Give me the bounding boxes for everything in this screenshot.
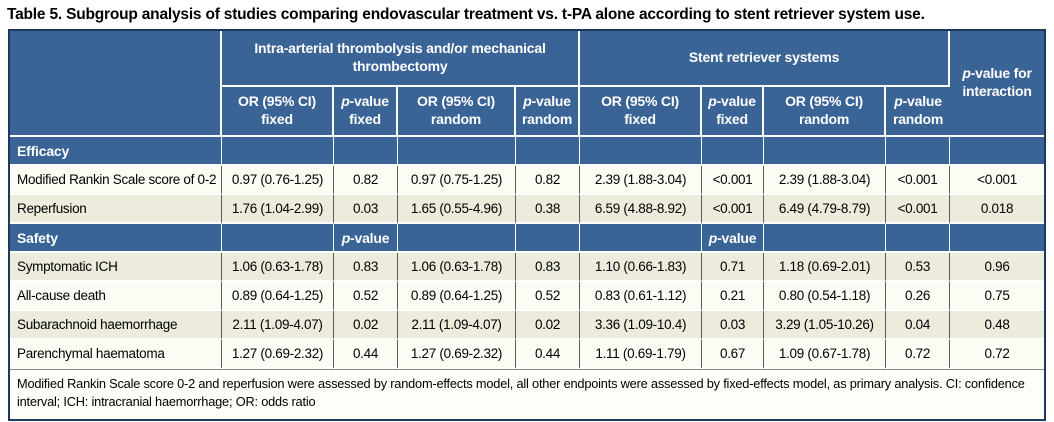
value-cell: 1.65 (0.55-4.96) — [398, 195, 516, 224]
subcol-pvalue-random-sr: p-value random — [886, 87, 951, 137]
subcol-or-fixed-ia: OR (95% CI) fixed — [222, 87, 334, 137]
group-header-intraarterial: Intra-arterial thrombolysis and/or mecha… — [222, 31, 581, 87]
value-cell: 0.83 — [516, 253, 581, 282]
row-label: Subarachnoid haemorrhage — [10, 311, 222, 340]
value-cell: 6.49 (4.79-8.79) — [764, 195, 887, 224]
value-cell: 0.97 (0.75-1.25) — [398, 166, 516, 195]
value-cell: 0.04 — [886, 311, 951, 340]
value-cell: 0.82 — [516, 166, 581, 195]
table-row-symptomatic-ich: Symptomatic ICH 1.06 (0.63-1.78) 0.83 1.… — [10, 253, 1045, 282]
value-cell: 1.09 (0.67-1.78) — [764, 340, 887, 369]
value-cell: 0.26 — [886, 282, 951, 311]
value-cell: 0.83 (0.61-1.12) — [580, 282, 703, 311]
table-footnote: Modified Rankin Scale score 0-2 and repe… — [10, 369, 1045, 420]
interaction-pvalue-header: p-value for interaction — [950, 31, 1045, 137]
subcol-or-random-ia: OR (95% CI) random — [398, 87, 516, 137]
value-cell: 0.97 (0.76-1.25) — [222, 166, 334, 195]
value-cell: 0.75 — [950, 282, 1045, 311]
value-cell: 3.36 (1.09-10.4) — [580, 311, 703, 340]
value-cell: 0.52 — [334, 282, 398, 311]
row-label: All-cause death — [10, 282, 222, 311]
value-cell: 1.10 (0.66-1.83) — [580, 253, 703, 282]
subcolumn-header-row: OR (95% CI) fixed p-value fixed OR (95% … — [10, 87, 1044, 137]
value-cell: 0.38 — [516, 195, 581, 224]
value-cell: 0.03 — [702, 311, 765, 340]
value-cell: 1.27 (0.69-2.32) — [222, 340, 334, 369]
value-cell: 0.72 — [886, 340, 951, 369]
value-cell: 2.39 (1.88-3.04) — [764, 166, 887, 195]
value-cell: <0.001 — [702, 166, 765, 195]
value-cell: 0.44 — [516, 340, 581, 369]
value-cell: 0.80 (0.54-1.18) — [764, 282, 887, 311]
value-cell: 2.11 (1.09-4.07) — [398, 311, 516, 340]
value-cell: 0.52 — [516, 282, 581, 311]
section-label: Safety — [10, 224, 222, 253]
row-label: Modified Rankin Scale score of 0-2 — [10, 166, 222, 195]
value-cell: 0.89 (0.64-1.25) — [398, 282, 516, 311]
table-row-mrs: Modified Rankin Scale score of 0-2 0.97 … — [10, 166, 1045, 195]
safety-pvalue-label: p-value — [702, 224, 765, 253]
italic-p: p — [962, 65, 971, 82]
table-row-all-cause-death: All-cause death 0.89 (0.64-1.25) 0.52 0.… — [10, 282, 1045, 311]
row-label: Reperfusion — [10, 195, 222, 224]
value-cell: 0.72 — [950, 340, 1045, 369]
value-cell: 6.59 (4.88-8.92) — [580, 195, 703, 224]
group-header-row: Intra-arterial thrombolysis and/or mecha… — [10, 31, 1045, 137]
value-cell: 3.29 (1.05-10.26) — [764, 311, 887, 340]
table-outer-border: Intra-arterial thrombolysis and/or mecha… — [8, 29, 1046, 422]
value-cell: 1.76 (1.04-2.99) — [222, 195, 334, 224]
value-cell: 0.44 — [334, 340, 398, 369]
subcol-pvalue-random-ia: p-value random — [516, 87, 581, 137]
table-row-subarachnoid: Subarachnoid haemorrhage 2.11 (1.09-4.07… — [10, 311, 1045, 340]
value-cell: 0.83 — [334, 253, 398, 282]
value-cell: 0.02 — [516, 311, 581, 340]
value-cell: 0.89 (0.64-1.25) — [222, 282, 334, 311]
value-cell: <0.001 — [950, 166, 1045, 195]
value-cell: 0.21 — [702, 282, 765, 311]
table-row-parenchymal: Parenchymal haematoma 1.27 (0.69-2.32) 0… — [10, 340, 1045, 369]
value-cell: 2.11 (1.09-4.07) — [222, 311, 334, 340]
row-label: Parenchymal haematoma — [10, 340, 222, 369]
value-cell: 1.27 (0.69-2.32) — [398, 340, 516, 369]
value-cell: 1.11 (0.69-1.79) — [580, 340, 703, 369]
value-cell: 0.018 — [950, 195, 1045, 224]
value-cell: 0.71 — [702, 253, 765, 282]
value-cell: 0.03 — [334, 195, 398, 224]
value-cell: 0.96 — [950, 253, 1045, 282]
value-cell: <0.001 — [886, 166, 951, 195]
value-cell: 0.48 — [950, 311, 1045, 340]
row-label: Symptomatic ICH — [10, 253, 222, 282]
subgroup-analysis-table: Intra-arterial thrombolysis and/or mecha… — [10, 31, 1045, 420]
safety-pvalue-label: p-value — [334, 224, 398, 253]
section-label: Efficacy — [10, 137, 222, 166]
value-cell: 0.82 — [334, 166, 398, 195]
section-row-safety: Safety p-value p-value — [10, 224, 1045, 253]
value-cell: <0.001 — [702, 195, 765, 224]
subcol-pvalue-fixed-ia: p-value fixed — [334, 87, 398, 137]
footnote-row: Modified Rankin Scale score 0-2 and repe… — [10, 369, 1045, 420]
subcol-or-random-sr: OR (95% CI) random — [764, 87, 887, 137]
value-cell: 0.02 — [334, 311, 398, 340]
value-cell: <0.001 — [886, 195, 951, 224]
value-cell: 0.67 — [702, 340, 765, 369]
table-row-reperfusion: Reperfusion 1.76 (1.04-2.99) 0.03 1.65 (… — [10, 195, 1045, 224]
value-cell: 2.39 (1.88-3.04) — [580, 166, 703, 195]
section-row-efficacy: Efficacy — [10, 137, 1045, 166]
group-header-stent-retriever: Stent retriever systems — [580, 31, 951, 87]
corner-empty-cell — [10, 31, 222, 137]
value-cell: 1.18 (0.69-2.01) — [764, 253, 887, 282]
value-cell: 0.53 — [886, 253, 951, 282]
value-cell: 1.06 (0.63-1.78) — [222, 253, 334, 282]
value-cell: 1.06 (0.63-1.78) — [398, 253, 516, 282]
table-title: Table 5. Subgroup analysis of studies co… — [7, 6, 925, 23]
subcol-or-fixed-sr: OR (95% CI) fixed — [580, 87, 703, 137]
subcol-pvalue-fixed-sr: p-value fixed — [702, 87, 765, 137]
